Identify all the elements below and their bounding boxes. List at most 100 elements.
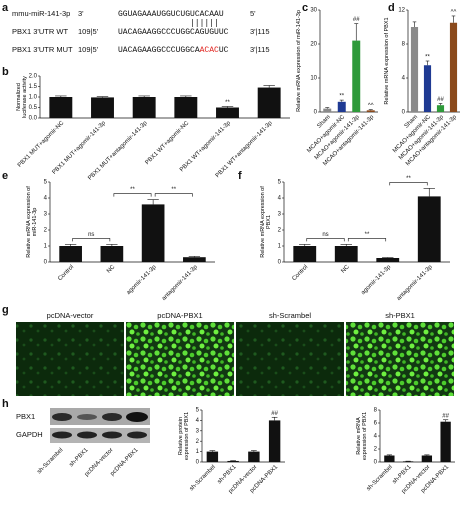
bar <box>376 258 400 262</box>
y-tick-label: 0.0 <box>29 116 38 122</box>
comparison-label: ** <box>130 187 135 193</box>
sequence-end: 3'|115 <box>250 27 270 36</box>
bar <box>366 110 375 112</box>
y-tick-label: 3 <box>44 212 48 218</box>
y-tick-label: 5 <box>278 180 282 186</box>
y-tick-label: 1.0 <box>29 95 38 101</box>
significance-label: ## <box>437 97 444 103</box>
x-tick-label: antagomir-141-3p <box>161 264 199 302</box>
sequence-start: 109|5' <box>78 27 99 36</box>
y-tick-label: 20 <box>310 42 317 48</box>
panel-letter: d <box>388 2 395 14</box>
y-tick-label: 1 <box>196 449 200 455</box>
y-axis-label-box: Relative protein expression of PBX1 <box>178 412 190 460</box>
significance-label: ## <box>271 411 278 417</box>
x-tick-label: NC <box>106 264 117 275</box>
bar <box>421 455 433 462</box>
sequence-name: mmu-miR-141-3p <box>12 9 70 18</box>
y-tick-label: 3 <box>196 428 200 434</box>
y-axis-label: Relative mRNA expression of PBX1 <box>260 186 273 258</box>
sequence-end: 5' <box>250 9 256 18</box>
band <box>77 414 97 420</box>
bar <box>227 460 239 462</box>
x-tick-label: sh-Scrambel <box>366 464 394 492</box>
panel-letter: g <box>2 304 9 316</box>
y-tick-label: 5 <box>196 408 200 414</box>
significance-label: ## <box>442 413 449 419</box>
bar <box>436 105 445 112</box>
blot-strip <box>50 408 150 425</box>
y-tick-label: 1 <box>44 244 48 250</box>
significance-label: ^^ <box>451 10 457 16</box>
bar <box>268 420 281 462</box>
band <box>52 431 72 439</box>
x-tick-label: PBX1 WT+agomir-NC <box>145 120 191 166</box>
comparison-bracket <box>72 238 111 242</box>
band <box>52 413 72 421</box>
band <box>126 412 148 422</box>
y-tick-label: 2 <box>374 447 378 453</box>
protein-label: PBX1 <box>16 412 35 421</box>
sequence-alignment: mmu-miR-141-3p 3' GGUAGAAAUGGUCUGUCACAAU 5'… <box>12 9 270 55</box>
fluorescence-image <box>346 322 454 396</box>
y-tick-label: 8 <box>374 408 378 414</box>
bar <box>334 246 358 262</box>
x-tick-label: antagomir-141-3p <box>396 264 434 302</box>
y-tick-label: 4 <box>374 434 378 440</box>
sequence: UACAGAAGGCCCUGGCAACACUC <box>118 46 229 55</box>
y-tick-label: 4 <box>44 196 48 202</box>
sequence-part: UACAGAAGGCCCUGGCAGUGUUC <box>118 28 229 37</box>
y-tick-label: 0 <box>374 460 378 466</box>
y-axis-label-box: Relative mRNA expression of PBX1 <box>356 412 368 460</box>
y-tick-label: 5 <box>44 180 48 186</box>
band <box>102 431 122 439</box>
comparison-label: ** <box>171 187 176 193</box>
comparison-label: ** <box>365 232 370 238</box>
panel-letter: b <box>2 66 9 78</box>
bar <box>206 451 219 462</box>
y-axis-label-box: Normalized luciferase activity <box>16 76 29 118</box>
mutation: ACAC <box>200 46 219 55</box>
y-tick-label: 0 <box>44 260 48 266</box>
y-tick-label: 0 <box>278 260 282 266</box>
bar <box>352 40 361 112</box>
sequence-name: PBX1 3'UTR MUT <box>12 45 73 54</box>
y-axis-label: Relative mRNA expression of miR-141-3p <box>26 186 39 258</box>
band <box>102 413 122 421</box>
blot-strip <box>50 428 150 443</box>
panel-letter: h <box>2 398 9 410</box>
y-tick-label: 3 <box>278 212 282 218</box>
y-axis-label: Normalized luciferase activity <box>16 76 29 118</box>
panel-letter: a <box>2 2 9 14</box>
bar <box>323 108 332 112</box>
sequence-part: UC <box>219 46 229 55</box>
x-tick-label: NC <box>340 264 351 275</box>
bar <box>100 246 124 262</box>
bar <box>174 97 198 118</box>
y-axis-label: Relative mRNA expression of miR-141-3p <box>296 10 302 112</box>
bar <box>410 27 419 112</box>
sequence-part: UACAGAAGGCCCUGGCA <box>118 46 200 55</box>
bar <box>449 22 458 112</box>
y-axis-label: Relative mRNA expression of PBX1 <box>384 17 390 105</box>
y-tick-label: 8 <box>402 42 406 48</box>
y-tick-label: 0 <box>314 110 318 116</box>
fluorescence-image <box>236 322 344 396</box>
sequence-start: 109|5' <box>78 45 99 54</box>
y-tick-label: 2 <box>278 228 282 234</box>
band <box>127 431 147 439</box>
bar <box>132 97 156 118</box>
image-label: sh-Scrambel <box>269 311 311 320</box>
bar <box>440 421 451 462</box>
bar <box>423 65 432 112</box>
sequence: GGUAGAAAUGGUCUGUCACAAU <box>118 10 224 19</box>
sequence: UACAGAAGGCCCUGGCAGUGUUC <box>118 28 229 37</box>
x-tick-label: Control <box>57 264 75 282</box>
x-tick-label: agomir-141-3p <box>360 264 392 296</box>
y-axis-label-box: Relative mRNA expression of miR-141-3p <box>296 10 302 112</box>
y-tick-label: 6 <box>374 421 378 427</box>
comparison-bracket <box>347 238 387 242</box>
bar <box>337 101 346 112</box>
